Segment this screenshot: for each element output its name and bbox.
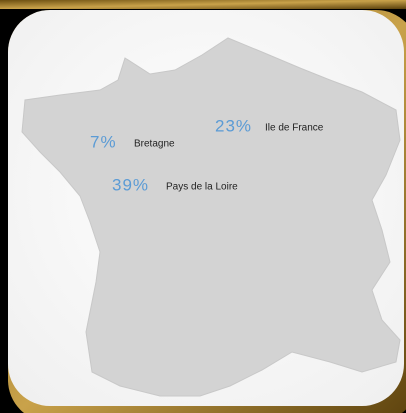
- france-map: [21, 37, 401, 397]
- region-percent: 23%: [215, 116, 252, 135]
- region-percent: 7%: [90, 132, 117, 151]
- top-bar: [0, 0, 406, 9]
- region-percent: 39%: [112, 175, 149, 194]
- region-name: Bretagne: [134, 139, 175, 150]
- region-name: Ile de France: [265, 123, 324, 134]
- region-name: Pays de la Loire: [166, 182, 238, 193]
